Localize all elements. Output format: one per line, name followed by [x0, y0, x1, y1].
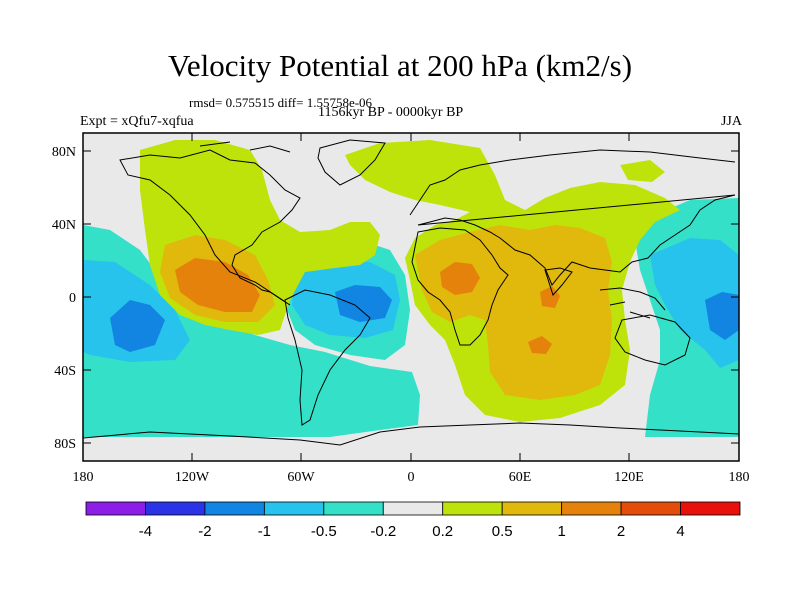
plot-title: Velocity Potential at 200 hPa (km2/s) [167, 48, 633, 83]
colorbar-label: 2 [617, 523, 625, 540]
colorbar-label: 1 [557, 523, 565, 540]
colorbar-label: 0.5 [492, 523, 513, 540]
lon-label-180-right: 180 [729, 470, 750, 485]
colorbar-swatch [382, 501, 444, 516]
lon-label-120w: 120W [175, 470, 210, 485]
colorbar-swatch [204, 501, 265, 516]
colorbar-label: 0.2 [432, 523, 453, 540]
lat-label-80s: 80S [54, 437, 76, 452]
period-text: 1156kyr BP - 0000kyr BP [318, 105, 464, 120]
colorbar-label: -2 [198, 523, 211, 540]
colorbar-swatch [680, 501, 741, 516]
velocity-potential-field [83, 133, 739, 461]
colorbar-swatch [263, 501, 325, 516]
season-label: JJA [720, 114, 742, 129]
colorbar-label: -1 [258, 523, 271, 540]
lon-label-60w: 60W [287, 470, 315, 485]
lon-label-60e: 60E [509, 470, 532, 485]
colorbar-swatch [442, 501, 503, 516]
stats-text: rmsd= 0.575515 diff= 1.55758e-06 [189, 95, 373, 110]
lat-label-40s: 40S [54, 364, 76, 379]
colorbar: -4 -2 -1 -0.5 -0.2 0.2 0.5 1 2 4 [85, 501, 741, 540]
colorbar-label: -0.2 [370, 523, 396, 540]
lon-label-180-left: 180 [73, 470, 94, 485]
axis-ticks [83, 133, 739, 461]
lon-label-0: 0 [408, 470, 415, 485]
experiment-label: Expt = xQfu7-xqfua [80, 114, 194, 129]
colorbar-swatch [501, 501, 563, 516]
colorbar-swatch [323, 501, 384, 516]
colorbar-swatch [561, 501, 622, 516]
colorbar-swatch [85, 501, 146, 516]
lat-label-40n: 40N [52, 218, 76, 233]
colorbar-label: -4 [139, 523, 152, 540]
colorbar-label: -0.5 [311, 523, 337, 540]
lon-label-120e: 120E [614, 470, 644, 485]
coastlines [83, 139, 739, 446]
colorbar-swatch [145, 501, 206, 516]
lat-label-80n: 80N [52, 145, 76, 160]
lat-label-0: 0 [69, 291, 76, 306]
colorbar-label: 4 [676, 523, 684, 540]
colorbar-swatch [620, 501, 681, 516]
